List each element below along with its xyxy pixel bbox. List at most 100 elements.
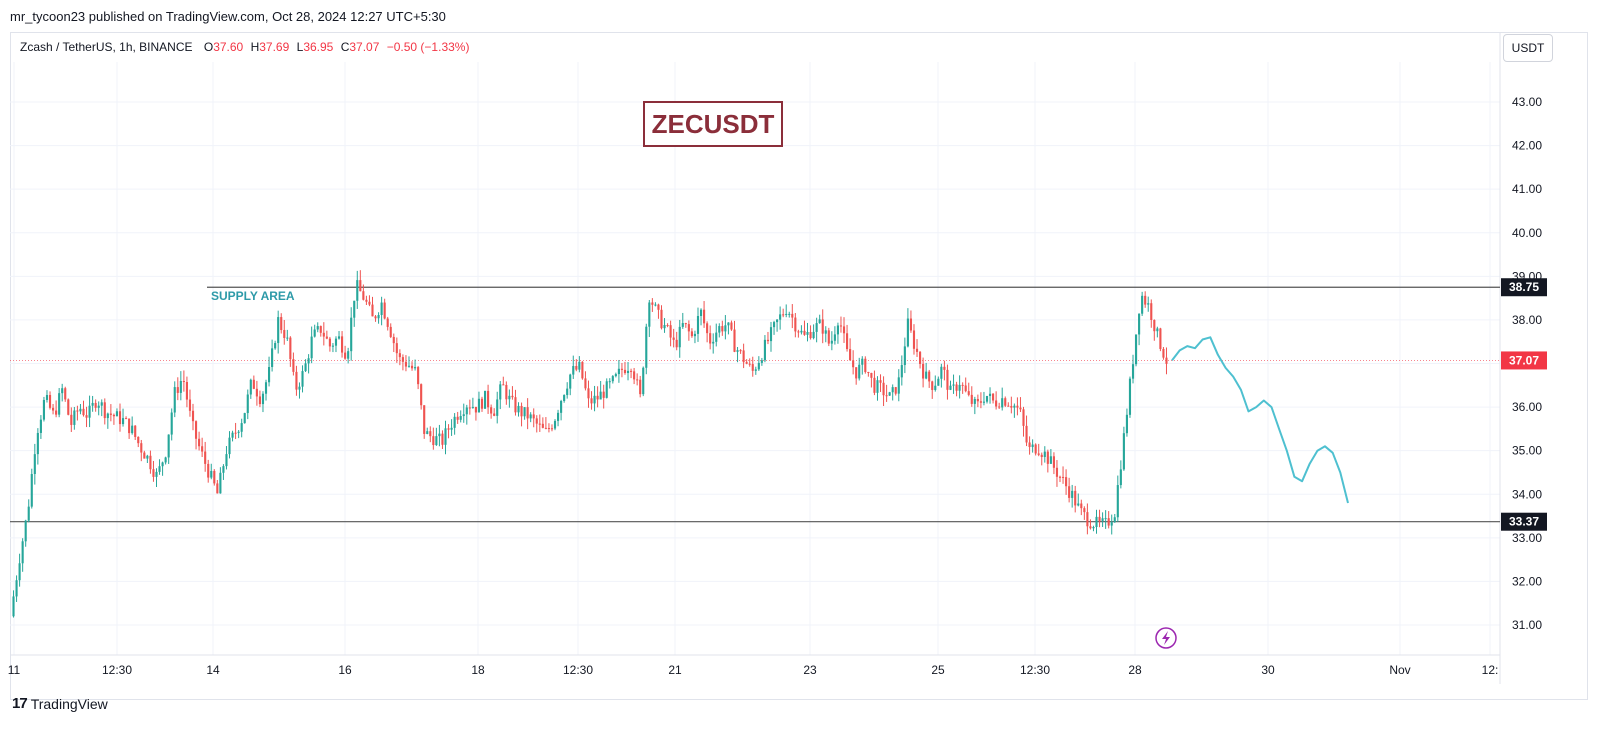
candle-body [249,379,252,395]
symbol-name[interactable]: Zcash / TetherUS, 1h, BINANCE [20,40,193,54]
candle-body [228,437,231,455]
candle-body [645,326,648,368]
candle-body [88,405,91,418]
candle-body [931,381,934,390]
candle-body [42,399,46,420]
candle-body [824,330,827,334]
projection-path [1171,336,1349,504]
candle-body [12,596,15,617]
candle-body [70,414,73,425]
y-tick-label: 38.00 [1512,313,1542,327]
candle-body [821,319,824,334]
candle-body [474,406,477,413]
candle-body [423,405,426,434]
candle-body [502,384,505,386]
annotations: ZECUSDT [643,101,783,147]
candle-body [900,365,903,378]
candle-body [277,317,280,344]
candle-body [915,348,919,352]
candle-body [785,313,788,315]
candle-body [471,406,474,408]
candle-body [337,336,341,339]
candle-body [760,360,763,363]
candle-body [757,362,760,370]
candle-body [1001,398,1004,408]
candle-body [207,463,210,478]
candle-body [879,380,882,383]
candle-body [973,398,976,404]
candle-body [267,367,271,383]
candle-body [231,432,234,438]
candle-body [1101,518,1104,521]
x-tick-label: 28 [1128,663,1142,677]
candle-body [544,427,547,429]
candle-body [435,436,438,446]
tradingview-logo-icon: 17 [12,695,28,712]
candle-body [669,325,672,338]
candle-body [158,466,161,472]
candle-body [365,299,368,302]
candle-body [1147,303,1150,305]
candle-body [386,318,389,327]
candle-body [380,302,383,316]
candle-body [204,451,207,464]
candle-body [727,322,730,326]
candle-body [246,394,249,414]
tradingview-logo[interactable]: 17 TradingView [12,695,108,712]
candle-body [331,345,335,347]
candle-body [995,400,998,407]
candle-body [925,371,928,379]
candle-body [76,410,79,412]
candle-body [213,470,216,484]
candle-body [1022,409,1025,426]
candle-body [1138,313,1141,335]
candle-body [36,432,39,455]
candle-body [383,302,386,319]
candle-body [596,395,599,400]
candle-body [1095,516,1098,528]
lightning-icon[interactable] [1155,627,1177,649]
y-tick-label: 40.00 [1512,226,1542,240]
level-price-tag [1501,278,1547,297]
candle-body [590,398,593,404]
candle-body [684,323,687,325]
price-chart[interactable]: 31.0032.0033.0034.0035.0036.0037.0038.00… [0,0,1600,700]
candle-body [410,365,414,369]
y-tick-label: 41.00 [1512,182,1542,196]
candle-body [587,388,590,399]
candle-body [751,364,754,371]
candle-body [763,339,766,361]
candle-body [985,395,989,402]
candle-body [578,361,581,370]
candle-body [426,431,429,434]
candle-body [739,350,742,352]
candle-body [225,454,228,467]
candle-body [304,363,307,372]
candle-body [152,469,155,477]
candle-body [605,381,608,398]
candle-body [1071,490,1074,498]
candle-body [377,315,380,319]
top-bar: mr_tycoon23 published on TradingView.com… [0,0,1600,32]
candle-body [891,387,894,393]
candle-body [703,309,706,324]
candle-body [1092,527,1095,529]
symbol-legend: Zcash / TetherUS, 1h, BINANCE O37.60 H37… [20,40,469,54]
candle-body [964,385,967,392]
candle-body [687,324,690,332]
candle-body [839,325,843,327]
candle-body [112,414,115,417]
candle-body [715,332,718,342]
x-tick-label: 16 [338,663,352,677]
candle-body [1065,477,1068,487]
candle-body [988,393,992,396]
candle-body [584,378,587,389]
candle-body [143,452,146,459]
y-tick-label: 35.00 [1512,444,1542,458]
candle-body [499,384,502,400]
currency-button[interactable]: USDT [1503,34,1553,62]
time-axis[interactable]: 11 12:30 14 16 18 12:30 21 23 25 12:30 28 30 Nov 12: [8,663,1499,677]
candle-body [185,382,188,400]
y-tick-label: 32.00 [1512,574,1542,588]
candle-body [97,405,100,408]
